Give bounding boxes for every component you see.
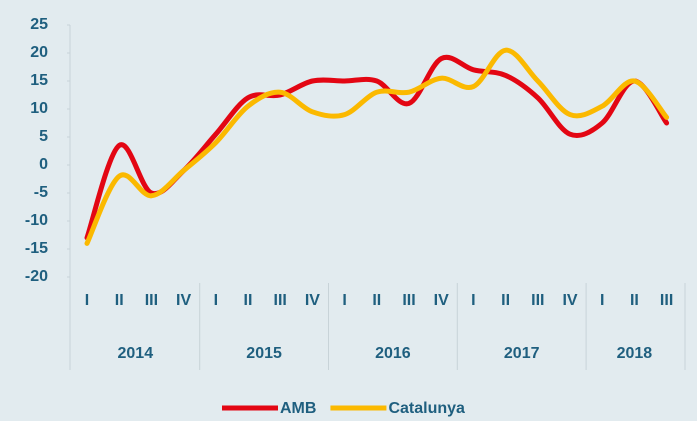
series-line	[84, 47, 670, 246]
x-tick-label: I	[600, 292, 604, 309]
y-tick-label: 0	[39, 156, 48, 173]
x-tick-label: I	[214, 292, 218, 309]
x-tick-label: IV	[176, 292, 191, 309]
x-tick-label: II	[115, 292, 124, 309]
y-tick-label: 20	[30, 44, 48, 61]
x-tick-label: II	[630, 292, 639, 309]
y-tick-label: 15	[30, 72, 48, 89]
group-label: 2016	[375, 345, 411, 362]
x-tick-label: III	[660, 292, 673, 309]
group-label: 2017	[504, 345, 540, 362]
series-line	[84, 54, 670, 241]
x-tick-label: I	[471, 292, 475, 309]
y-tick-label: -15	[25, 240, 48, 257]
y-tick-label: -5	[34, 184, 48, 201]
x-tick-label: III	[145, 292, 158, 309]
y-tick-label: -20	[25, 268, 48, 285]
x-tick-label: I	[85, 292, 89, 309]
y-tick-label: -10	[25, 212, 48, 229]
x-tick-label: IV	[305, 292, 320, 309]
x-tick-label: III	[274, 292, 287, 309]
x-tick-label: III	[531, 292, 544, 309]
x-tick-label: III	[402, 292, 415, 309]
x-tick-label: II	[244, 292, 253, 309]
group-label: 2015	[246, 345, 282, 362]
x-tick-label: IV	[562, 292, 577, 309]
x-tick-label: II	[372, 292, 381, 309]
y-tick-label: 5	[39, 128, 48, 145]
y-tick-label: 25	[30, 16, 48, 33]
legend-label: AMB	[280, 400, 316, 417]
legend-label: Catalunya	[388, 400, 465, 417]
x-tick-label: IV	[434, 292, 449, 309]
y-tick-label: 10	[30, 100, 48, 117]
group-label: 2014	[118, 345, 154, 362]
x-tick-label: I	[342, 292, 346, 309]
group-label: 2018	[617, 345, 653, 362]
x-tick-label: II	[501, 292, 510, 309]
